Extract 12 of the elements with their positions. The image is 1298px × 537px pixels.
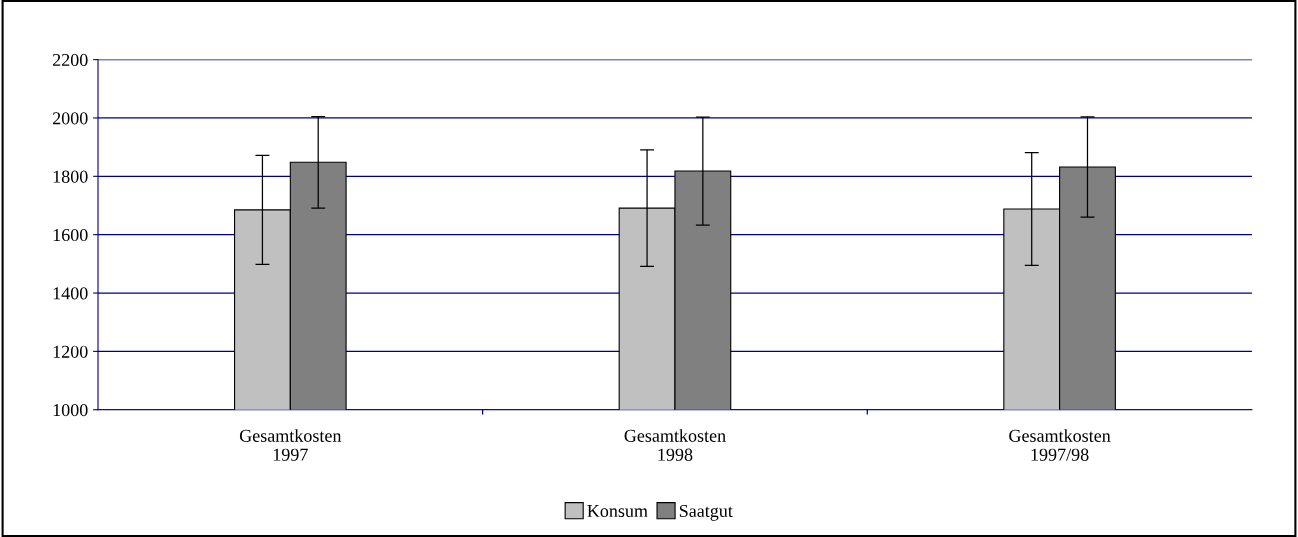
x-tick-label: Gesamtkosten 1998	[624, 429, 726, 461]
x-tick-label: Gesamtkosten 1997/98	[1009, 429, 1111, 461]
y-tick-label: 1000	[53, 403, 88, 417]
y-tick-label: 1400	[53, 287, 88, 300]
y-tick-label: 1600	[53, 228, 88, 242]
x-tick-label: Gesamtkosten 1997	[239, 429, 342, 461]
y-tick-label: 1800	[53, 170, 88, 183]
legend-label: Konsum	[587, 505, 648, 518]
y-tick-label: 2200	[52, 53, 88, 67]
y-tick-label: 1200	[53, 345, 88, 358]
y-tick-label: 2000	[52, 112, 88, 125]
legend-label: Saatgut	[679, 504, 733, 521]
